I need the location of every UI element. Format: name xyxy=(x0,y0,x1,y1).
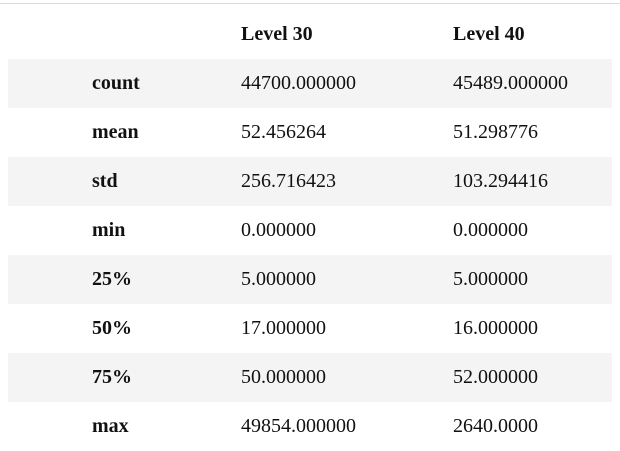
header-index xyxy=(92,10,241,59)
cell-level-30: 17.000000 xyxy=(241,317,326,339)
table-row: std 256.716423 103.294416 xyxy=(8,157,612,206)
table-row: max 49854.000000 2640.0000 xyxy=(8,402,612,451)
cell-level-40: 2640.0000 xyxy=(453,415,538,437)
row-label: 50% xyxy=(92,317,132,339)
row-label: 25% xyxy=(92,268,132,290)
cell-level-40: 5.000000 xyxy=(453,268,528,290)
cell-level-30: 52.456264 xyxy=(241,121,326,143)
cell-level-30: 0.000000 xyxy=(241,219,316,241)
row-label: max xyxy=(92,415,129,437)
table-row: 25% 5.000000 5.000000 xyxy=(8,255,612,304)
header-row: Level 30 Level 40 xyxy=(8,10,612,59)
cell-level-40: 16.000000 xyxy=(453,317,538,339)
header-level-30: Level 30 xyxy=(241,23,313,45)
table-row: 75% 50.000000 52.000000 xyxy=(8,353,612,402)
cell-level-40: 51.298776 xyxy=(453,121,538,143)
row-label: min xyxy=(92,219,126,241)
cell-level-30: 5.000000 xyxy=(241,268,316,290)
cell-level-40: 0.000000 xyxy=(453,219,528,241)
row-label: count xyxy=(92,72,140,94)
cell-level-30: 44700.000000 xyxy=(241,72,356,94)
row-label: std xyxy=(92,170,118,192)
cell-level-40: 52.000000 xyxy=(453,366,538,388)
header-level-40: Level 40 xyxy=(453,23,525,45)
cell-level-30: 50.000000 xyxy=(241,366,326,388)
table-row: count 44700.000000 45489.000000 xyxy=(8,59,612,108)
cell-level-40: 103.294416 xyxy=(453,170,548,192)
top-divider xyxy=(0,3,620,4)
table-row: mean 52.456264 51.298776 xyxy=(8,108,612,157)
cell-level-30: 256.716423 xyxy=(241,170,336,192)
cell-level-40: 45489.000000 xyxy=(453,72,568,94)
describe-table: Level 30 Level 40 count 44700.000000 454… xyxy=(8,10,612,451)
row-label: mean xyxy=(92,121,139,143)
header-spacer xyxy=(8,10,92,59)
cell-level-30: 49854.000000 xyxy=(241,415,356,437)
row-label: 75% xyxy=(92,366,132,388)
table-row: min 0.000000 0.000000 xyxy=(8,206,612,255)
table-row: 50% 17.000000 16.000000 xyxy=(8,304,612,353)
